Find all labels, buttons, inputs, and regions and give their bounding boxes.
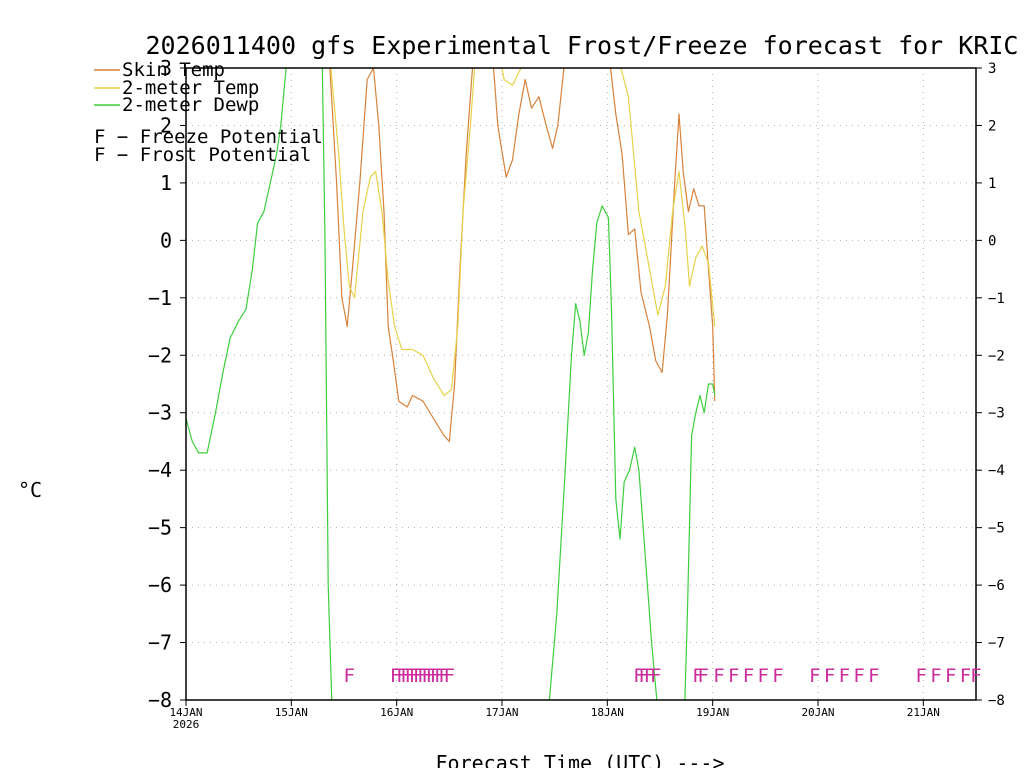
freeze-mark: F — [405, 665, 416, 687]
x-tick-label: 14JAN — [169, 706, 202, 719]
freeze-mark: F — [434, 665, 445, 687]
y-axis: −8 −8 −7 −7 −6 −6 −5 −5 −4 −4 −3 −3 −2 −2 −1 −1 0 0 1 1 2 2 3 3 — [148, 56, 1005, 712]
y-tick-label-left: −6 — [148, 573, 172, 597]
y-tick-label-left: 3 — [160, 56, 172, 80]
series-line-2-meter-temp — [330, 68, 716, 397]
legend-dewp-label: 2-meter Dewp — [122, 94, 259, 116]
y-tick-label-right: −5 — [988, 521, 1005, 537]
freeze-mark: F — [809, 665, 820, 687]
y-tick-label-right: −3 — [988, 406, 1005, 422]
freeze-mark: F — [839, 665, 850, 687]
y-tick-label-left: −7 — [148, 631, 172, 655]
freeze-mark: F — [417, 665, 428, 687]
x-tick-label: 16JAN — [380, 706, 413, 719]
freeze-mark: F — [421, 665, 432, 687]
chart-title: 2026011400 gfs Experimental Frost/Freeze… — [146, 31, 1019, 60]
freeze-mark: F — [868, 665, 879, 687]
freeze-mark: F — [728, 665, 739, 687]
y-tick-label-left: 0 — [160, 228, 172, 252]
legend-temp-label: 2-meter Temp — [122, 77, 259, 99]
x-tick-sublabel: 2026 — [173, 718, 200, 731]
y-tick-label-left: −1 — [148, 286, 172, 310]
freeze-mark: F — [743, 665, 754, 687]
freeze-mark: F — [713, 665, 724, 687]
series-line-skin-temp — [329, 68, 716, 443]
freeze-mark: F — [444, 665, 455, 687]
y-tick-label-right: −2 — [988, 348, 1005, 364]
x-tick-label: 15JAN — [275, 706, 308, 719]
freeze-mark: F — [344, 665, 355, 687]
freeze-mark: F — [396, 665, 407, 687]
x-tick-label: 18JAN — [591, 706, 624, 719]
legend-freeze-label: F − Freeze Potential — [94, 126, 323, 148]
y-tick-label-left: 2 — [160, 113, 172, 137]
freeze-mark: F — [960, 665, 971, 687]
freeze-mark: F — [633, 665, 644, 687]
freeze-mark: F — [772, 665, 783, 687]
x-tick-label: 21JAN — [907, 706, 940, 719]
freeze-mark: F — [853, 665, 864, 687]
freeze-mark: F — [692, 665, 703, 687]
y-tick-label-right: −1 — [988, 291, 1005, 307]
freeze-mark: F — [758, 665, 769, 687]
y-tick-label-right: 3 — [988, 61, 996, 77]
legend-skin-label: Skin Temp — [122, 59, 225, 81]
y-tick-label-left: −8 — [148, 688, 172, 712]
series-line-2-meter-dewp — [186, 68, 716, 700]
freeze-mark: F — [945, 665, 956, 687]
freeze-mark: F — [638, 665, 649, 687]
y-tick-label-left: 1 — [160, 171, 172, 195]
legend-frost-label: F − Frost Potential — [94, 144, 311, 166]
y-tick-label-right: −8 — [988, 693, 1005, 709]
freeze-mark: F — [390, 665, 401, 687]
y-tick-label-left: −5 — [148, 516, 172, 540]
y-tick-label-right: −4 — [988, 463, 1005, 479]
y-tick-label-right: 2 — [988, 118, 996, 134]
y-tick-label-left: −4 — [148, 458, 172, 482]
freeze-mark: F — [697, 665, 708, 687]
x-tick-label: 20JAN — [801, 706, 834, 719]
plot-frame — [185, 67, 977, 701]
freeze-mark: F — [824, 665, 835, 687]
x-tick-label: 17JAN — [485, 706, 518, 719]
legend: Skin Temp 2-meter Temp 2-meter Dewp F − … — [94, 59, 323, 166]
x-axis-label: Forecast Time (UTC) ---> — [436, 751, 725, 768]
freeze-mark: F — [430, 665, 441, 687]
freeze-mark: F — [650, 665, 661, 687]
freeze-mark: F — [930, 665, 941, 687]
y-tick-label-right: 1 — [988, 176, 996, 192]
x-tick-label: 19JAN — [696, 706, 729, 719]
series-lines — [186, 68, 716, 700]
freeze-mark: F — [426, 665, 437, 687]
freeze-mark: F — [413, 665, 424, 687]
freeze-mark: F — [438, 665, 449, 687]
y-tick-label-right: 0 — [988, 233, 996, 249]
freeze-mark: F — [400, 665, 411, 687]
y-tick-label-right: −7 — [988, 636, 1005, 652]
freeze-mark: F — [916, 665, 927, 687]
y-axis-unit: °C — [18, 478, 42, 502]
freeze-mark: F — [970, 665, 981, 687]
y-tick-label-left: −3 — [148, 401, 172, 425]
y-tick-label-left: −2 — [148, 343, 172, 367]
y-tick-label-right: −6 — [988, 578, 1005, 594]
freeze-mark: F — [644, 665, 655, 687]
freeze-mark: F — [409, 665, 420, 687]
